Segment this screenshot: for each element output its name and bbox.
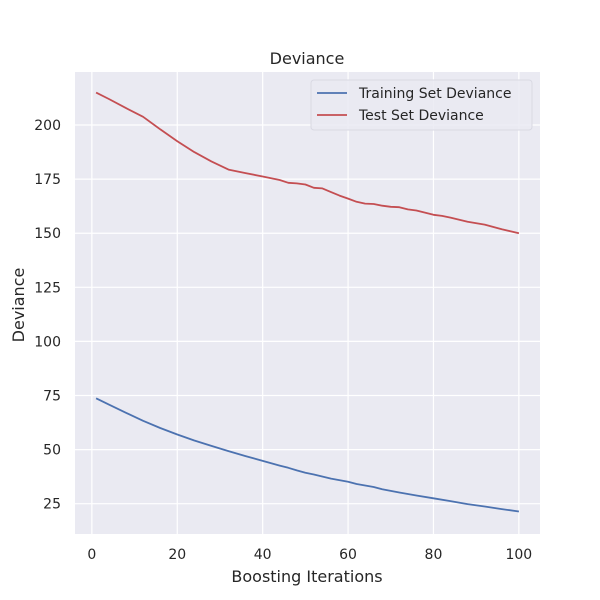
y-tick-label: 150	[34, 226, 61, 242]
y-tick-label: 25	[43, 497, 61, 513]
x-ticks: 0 20 40 60 80 100	[87, 547, 532, 563]
x-axis-label: Boosting Iterations	[231, 567, 382, 586]
series-lines	[95, 91, 520, 513]
y-tick-label: 125	[34, 280, 61, 296]
x-tick-label: 100	[505, 547, 532, 563]
legend-label: Test Set Deviance	[358, 108, 484, 124]
y-tick-label: 50	[43, 443, 61, 459]
y-ticks: 25 50 75 100 125 150 175 200	[34, 118, 61, 513]
series-line-1	[95, 397, 520, 513]
x-tick-label: 60	[339, 547, 357, 563]
chart-title: Deviance	[270, 49, 345, 68]
x-tick-label: 0	[87, 547, 96, 563]
legend-box	[310, 79, 533, 131]
x-tick-label: 40	[254, 547, 272, 563]
y-tick-label: 75	[43, 389, 61, 405]
y-tick-label: 200	[34, 118, 61, 134]
plot-area	[75, 72, 540, 534]
series-line-2	[95, 91, 520, 235]
legend-label: Training Set Deviance	[358, 86, 511, 102]
x-tick-label: 20	[168, 547, 186, 563]
legend: Training Set Deviance Test Set Deviance	[310, 79, 533, 131]
grid	[75, 72, 540, 534]
y-axis-label: Deviance	[9, 268, 28, 343]
x-tick-label: 80	[425, 547, 443, 563]
y-tick-label: 100	[34, 334, 61, 350]
y-tick-label: 175	[34, 172, 61, 188]
